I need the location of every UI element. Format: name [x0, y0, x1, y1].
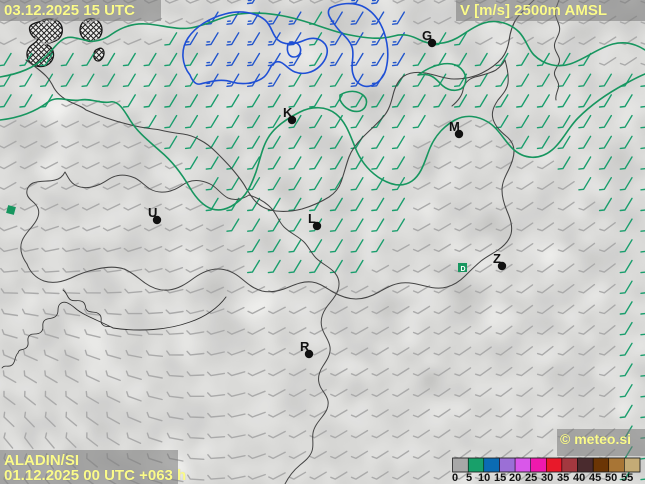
svg-text:Z: Z [493, 251, 501, 266]
svg-text:L: L [308, 211, 316, 226]
svg-text:U: U [148, 205, 157, 220]
svg-text:M: M [449, 119, 460, 134]
svg-text:D: D [461, 266, 466, 273]
svg-text:K: K [283, 105, 293, 120]
svg-text:R: R [300, 339, 310, 354]
svg-text:G: G [422, 28, 432, 43]
